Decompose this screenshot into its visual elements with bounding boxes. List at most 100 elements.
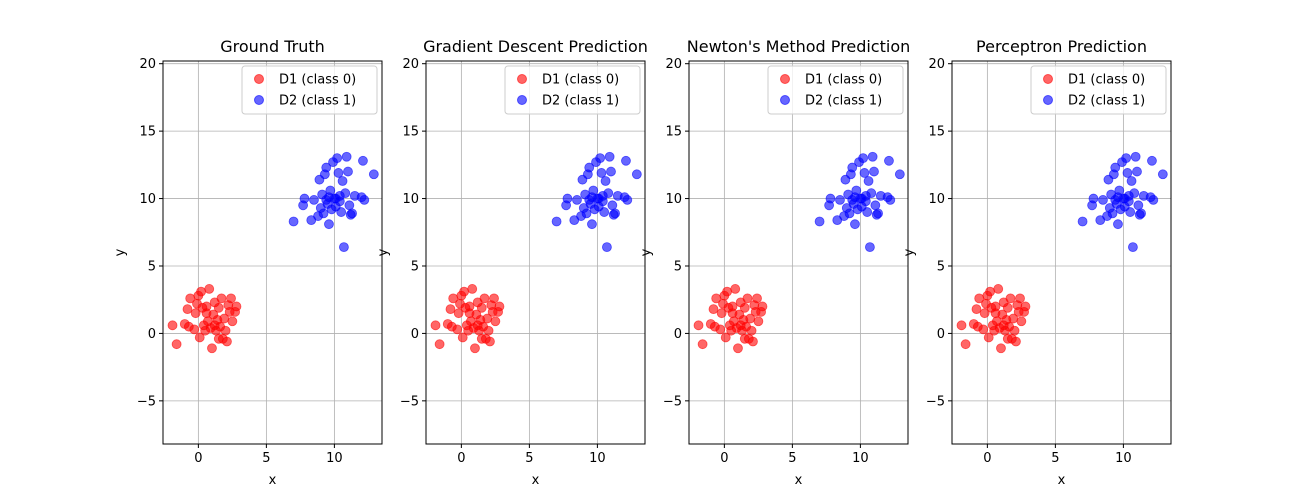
data-point (341, 151, 352, 162)
chart-title: Perceptron Prediction (976, 37, 1147, 56)
data-point (870, 200, 881, 211)
data-point (182, 304, 193, 315)
data-point (196, 286, 206, 297)
legend-marker (254, 74, 264, 84)
data-point (459, 286, 469, 297)
chart-title: Newton's Method Prediction (687, 37, 911, 56)
data-point (693, 320, 704, 331)
data-point (587, 219, 597, 230)
legend-box (767, 65, 904, 115)
data-point (873, 208, 883, 219)
y-tick-label: 0 (674, 327, 682, 342)
legend-marker (517, 74, 527, 84)
subplot-4: 0 5 10 −5 0 5 10 15 20 Perceptron Prediction x y D1 … (902, 37, 1172, 488)
y-tick-label: 10 (402, 192, 419, 207)
data-point (343, 166, 353, 177)
x-tick-label: 0 (720, 451, 728, 466)
data-point (318, 208, 329, 219)
data-point (344, 200, 355, 211)
x-tick-label: 10 (589, 451, 606, 466)
data-point (479, 293, 490, 304)
data-point (1015, 293, 1025, 304)
x-tick-label: 10 (326, 451, 343, 466)
data-point (715, 324, 726, 335)
data-point (990, 308, 1001, 319)
series-class0 (693, 284, 768, 354)
data-point (847, 162, 858, 173)
series-class0 (167, 284, 242, 354)
data-point (339, 242, 349, 253)
data-point (835, 195, 845, 205)
data-point (739, 333, 750, 344)
data-point (445, 304, 456, 315)
data-point (993, 284, 1004, 294)
legend-marker (1043, 74, 1053, 84)
data-point (434, 339, 445, 350)
y-tick-label: 0 (937, 327, 945, 342)
data-point (201, 308, 212, 319)
series-class1 (288, 151, 379, 253)
legend-box (504, 65, 641, 115)
series-class1 (1077, 151, 1168, 253)
data-point (226, 293, 236, 304)
data-point (472, 320, 483, 331)
data-point (631, 169, 642, 180)
x-axis-label: x (1058, 473, 1066, 488)
data-point (859, 168, 870, 178)
y-tick-label: 20 (139, 57, 156, 72)
data-point (476, 333, 487, 344)
data-point (332, 153, 343, 163)
data-point (727, 308, 738, 319)
x-tick-label: 5 (525, 451, 533, 466)
legend-entry: D1 (class 0) (542, 73, 619, 88)
data-point (227, 316, 238, 327)
data-point (483, 325, 494, 336)
y-axis-label: y (639, 248, 654, 256)
data-point (730, 284, 741, 294)
data-point (1077, 216, 1088, 227)
legend-entry: D1 (class 0) (279, 73, 356, 88)
y-tick-label: 0 (411, 327, 419, 342)
axes-frame (951, 60, 1172, 445)
data-point (1125, 207, 1136, 217)
data-point (490, 316, 501, 327)
data-point (971, 304, 982, 315)
data-point (850, 219, 860, 230)
data-point (1113, 219, 1123, 230)
data-point (739, 302, 750, 313)
data-point (222, 336, 232, 347)
data-point (606, 166, 616, 177)
data-point (708, 304, 719, 315)
data-point (748, 336, 758, 347)
data-point (321, 162, 332, 173)
legend-marker (780, 74, 790, 84)
y-tick-label: 20 (402, 57, 419, 72)
data-point (697, 339, 708, 350)
y-tick-label: 0 (148, 327, 156, 342)
data-point (1098, 195, 1108, 205)
data-point (869, 166, 879, 177)
subplot-2: 0 5 10 −5 0 5 10 15 20 Gradient Descent Predictio… (376, 37, 648, 488)
data-point (368, 169, 379, 180)
data-point (722, 286, 732, 297)
legend-entry: D1 (class 0) (805, 73, 882, 88)
y-tick-label: 10 (665, 192, 682, 207)
data-point (485, 336, 495, 347)
axes-frame (162, 60, 383, 445)
data-point (735, 320, 746, 331)
data-point (584, 162, 595, 173)
data-point (347, 208, 357, 219)
data-point (1147, 155, 1157, 166)
legend-marker (1043, 95, 1053, 105)
data-point (996, 343, 1006, 354)
y-tick-label: 15 (139, 125, 156, 140)
data-point (596, 168, 607, 178)
data-point (979, 308, 990, 319)
y-tick-label: 15 (402, 125, 419, 140)
data-point (309, 195, 319, 205)
data-point (978, 324, 989, 335)
legend: D1 (class 0) D2 (class 1) (241, 65, 378, 115)
y-tick-label: 5 (411, 259, 419, 274)
y-tick-label: −5 (663, 394, 682, 409)
x-tick-label: 5 (262, 451, 270, 466)
